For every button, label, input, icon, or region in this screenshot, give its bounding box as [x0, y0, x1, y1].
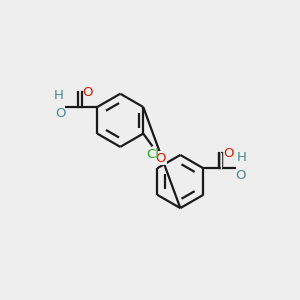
- Text: O: O: [224, 147, 234, 160]
- Text: Cl: Cl: [146, 148, 159, 161]
- Text: O: O: [83, 85, 93, 98]
- Text: H: H: [54, 89, 64, 102]
- Text: O: O: [235, 169, 246, 182]
- Text: O: O: [55, 107, 66, 121]
- Text: O: O: [155, 152, 166, 165]
- Text: H: H: [237, 151, 247, 164]
